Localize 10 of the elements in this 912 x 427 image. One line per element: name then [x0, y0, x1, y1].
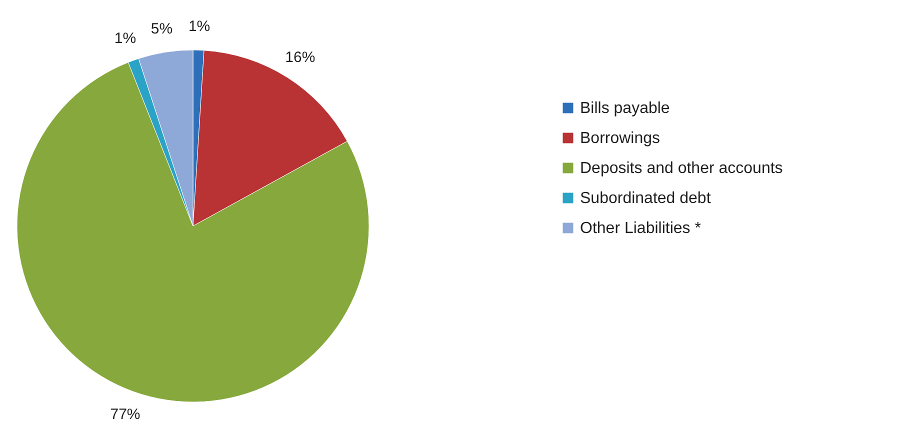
legend-label: Deposits and other accounts: [580, 160, 783, 177]
data-label: 1%: [188, 18, 210, 36]
legend-label: Subordinated debt: [580, 190, 712, 207]
legend-label: Bills payable: [580, 100, 670, 117]
legend-label: Other Liabilities *: [580, 220, 701, 237]
data-label: 77%: [110, 406, 140, 424]
data-label: 5%: [150, 20, 173, 38]
legend-label: Borrowings: [580, 130, 660, 147]
data-label: 16%: [285, 49, 316, 66]
data-label: 1%: [114, 30, 136, 47]
